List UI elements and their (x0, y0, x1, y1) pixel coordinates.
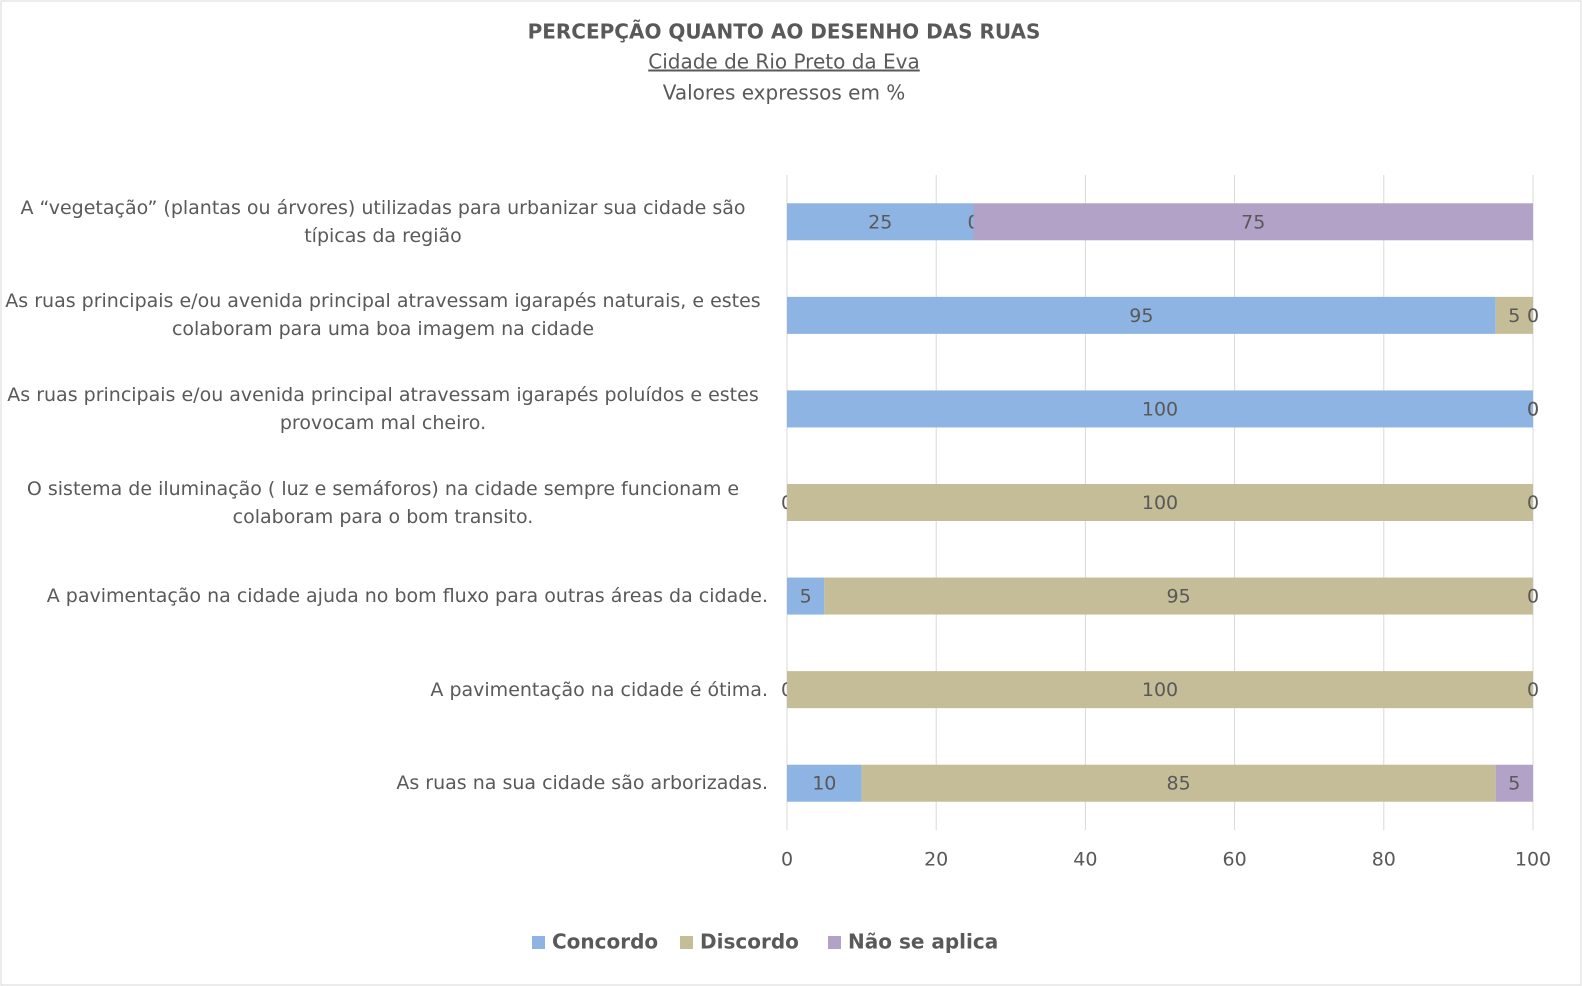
bar (861, 764, 1496, 802)
data-label: 0 (1527, 305, 1539, 327)
x-tick-label: 80 (1372, 849, 1396, 871)
bar (973, 203, 1533, 241)
bar (787, 577, 825, 615)
bar (787, 390, 1533, 428)
x-tick-label: 20 (924, 849, 948, 871)
data-label: 0 (1527, 398, 1539, 420)
y-tick-label: A “vegetação” (plantas ou árvores) utili… (20, 196, 746, 247)
bar (1495, 764, 1533, 802)
y-tick-label: O sistema de iluminação ( luz e semáforo… (26, 477, 740, 528)
category-label-box: A “vegetação” (plantas ou árvores) utili… (0, 182, 768, 262)
legend-label: Concordo (552, 930, 658, 954)
y-tick-label: A pavimentação na cidade é ótima. (430, 678, 768, 701)
x-tick-label: 60 (1223, 849, 1247, 871)
y-tick-label: As ruas na sua cidade são arborizadas. (396, 772, 768, 795)
legend-label: Não se aplica (848, 930, 998, 954)
chart-title: PERCEPÇÃO QUANTO AO DESENHO DAS RUAS (528, 20, 1041, 44)
category-label-box: O sistema de iluminação ( luz e semáforo… (0, 463, 768, 543)
x-tick-label: 40 (1073, 849, 1097, 871)
data-label: 85 (1167, 773, 1191, 795)
data-label: 0 (1527, 586, 1539, 608)
category-label-box: A pavimentação na cidade ajuda no bom fl… (0, 556, 768, 636)
data-label: 100 (1142, 679, 1178, 701)
chart-note: Valores expressos em % (663, 81, 906, 105)
data-label: 25 (868, 211, 892, 233)
y-tick-label: As ruas principais e/ou avenida principa… (5, 290, 761, 341)
legend-swatch (532, 936, 545, 949)
bar (787, 296, 1496, 334)
x-tick-label: 100 (1515, 849, 1551, 871)
x-tick-label: 0 (781, 849, 793, 871)
legend-swatch (828, 936, 841, 949)
data-label: 100 (1142, 492, 1178, 514)
data-label: 0 (1527, 679, 1539, 701)
y-tick-label: As ruas principais e/ou avenida principa… (7, 383, 759, 434)
bar (1495, 296, 1533, 334)
legend-label: Discordo (700, 930, 799, 954)
chart-subtitle: Cidade de Rio Preto da Eva (648, 50, 920, 74)
data-label: 10 (812, 773, 836, 795)
bar (824, 577, 1533, 615)
data-label: 100 (1142, 398, 1178, 420)
bar (787, 484, 1533, 521)
data-label: 95 (1129, 305, 1153, 327)
bar (787, 203, 974, 241)
data-label: 75 (1241, 211, 1265, 233)
data-label: 5 (800, 586, 812, 608)
data-label: 0 (1527, 492, 1539, 514)
data-label: 5 (1508, 305, 1520, 327)
bar (787, 671, 1533, 709)
bar (787, 764, 862, 802)
data-label: 95 (1167, 586, 1191, 608)
category-label-box: A pavimentação na cidade é ótima. (0, 650, 768, 730)
data-label: 5 (1508, 773, 1520, 795)
legend-swatch (680, 936, 693, 949)
data-label: 0 (1527, 398, 1539, 420)
category-label-box: As ruas principais e/ou avenida principa… (0, 369, 768, 449)
category-label-box: As ruas principais e/ou avenida principa… (0, 275, 768, 355)
category-label-box: As ruas na sua cidade são arborizadas. (0, 743, 768, 823)
y-tick-label: A pavimentação na cidade ajuda no bom fl… (46, 585, 768, 608)
